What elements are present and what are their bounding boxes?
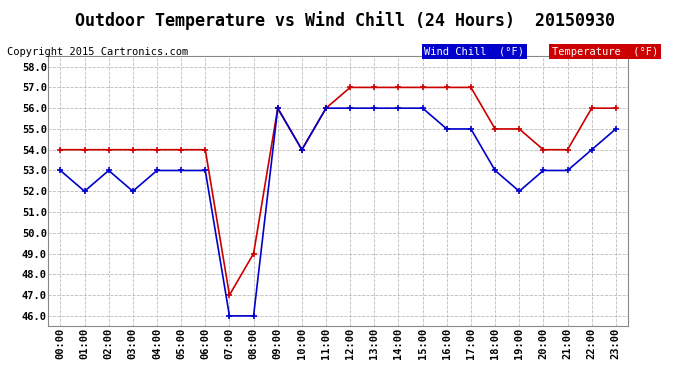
Text: Temperature  (°F): Temperature (°F) <box>552 47 658 57</box>
Text: Copyright 2015 Cartronics.com: Copyright 2015 Cartronics.com <box>7 47 188 57</box>
Text: Outdoor Temperature vs Wind Chill (24 Hours)  20150930: Outdoor Temperature vs Wind Chill (24 Ho… <box>75 11 615 30</box>
Text: Wind Chill  (°F): Wind Chill (°F) <box>424 47 524 57</box>
